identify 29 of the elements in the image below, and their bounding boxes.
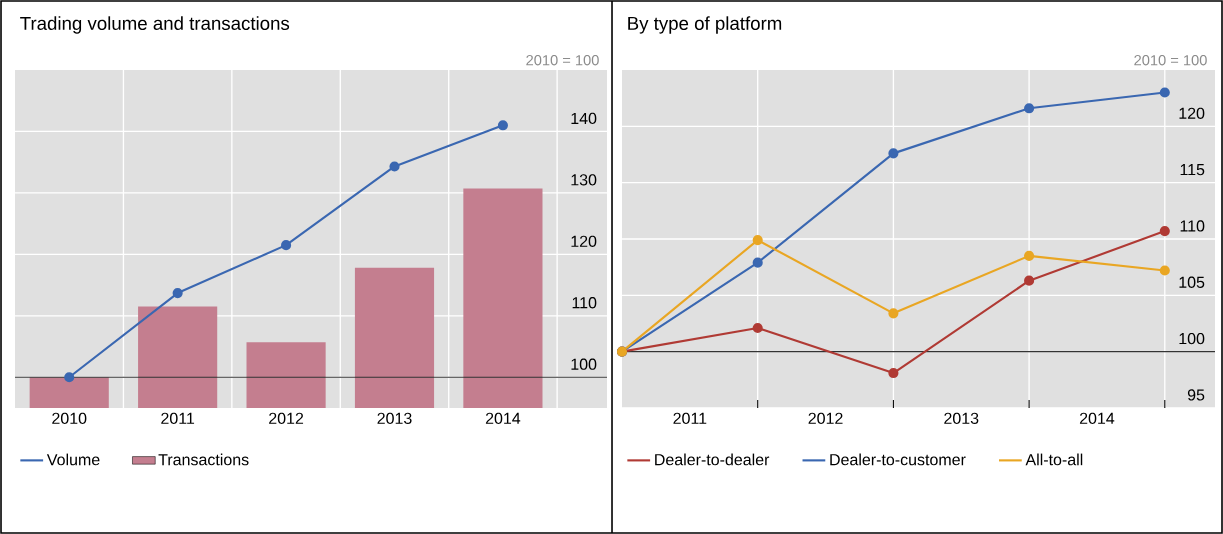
- chart-title: By type of platform: [628, 16, 782, 34]
- text: 2010 = 100: [1134, 55, 1207, 66]
- legend-label: Volume: [46, 453, 100, 466]
- y-tick-label: 110: [572, 297, 597, 309]
- x-tick-label: 2013: [944, 412, 979, 425]
- chart-title: Trading volume and transactions: [20, 16, 290, 34]
- y-tick-label: 105: [1179, 276, 1205, 288]
- y-tick-label: 120: [571, 235, 597, 247]
- y-tick-label: 115: [1180, 164, 1205, 176]
- y-tick-label: 110: [1180, 220, 1205, 232]
- y-tick-label: 140: [571, 112, 597, 125]
- y-tick-label: 100: [571, 358, 597, 370]
- legend-label: Dealer-to-customer: [830, 453, 966, 466]
- x-tick-label: 2014: [485, 412, 521, 425]
- y-tick-label: 95: [1187, 389, 1205, 401]
- y-tick-label: 120: [1179, 107, 1205, 119]
- x-tick-label: 2012: [269, 412, 304, 425]
- legend-label: Transactions: [158, 453, 249, 466]
- x-tick-label: 2014: [1079, 412, 1115, 425]
- text: 2010 = 100: [526, 55, 599, 66]
- y-tick-label: 130: [571, 174, 597, 186]
- y-tick-label: 100: [1179, 332, 1205, 345]
- x-tick-label: 2011: [161, 412, 195, 425]
- legend-label: All-to-all: [1025, 453, 1083, 466]
- x-tick-label: 2010: [52, 412, 87, 425]
- legend-label: Dealer-to-dealer: [655, 453, 770, 466]
- x-tick-label: 2011: [673, 412, 707, 425]
- x-tick-label: 2012: [808, 412, 843, 425]
- x-tick-label: 2013: [377, 412, 412, 425]
